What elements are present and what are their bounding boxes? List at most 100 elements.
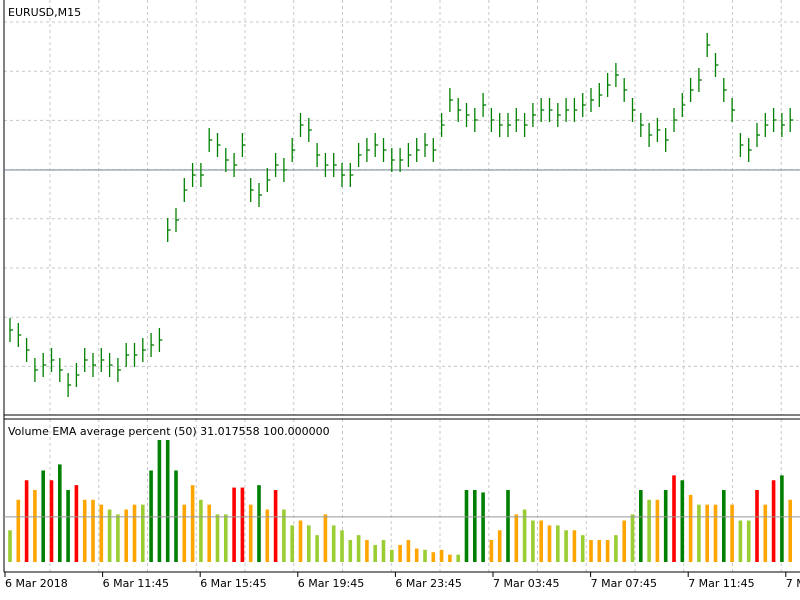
volume-bar xyxy=(431,552,436,562)
volume-bar xyxy=(398,544,402,562)
volume-bar xyxy=(780,475,784,562)
volume-bar xyxy=(348,540,353,562)
volume-bar xyxy=(282,509,286,562)
volume-bar xyxy=(630,514,635,562)
volume-bar xyxy=(340,530,344,562)
volume-bar xyxy=(580,535,585,562)
volume-bar xyxy=(639,490,643,562)
volume-bar xyxy=(730,504,734,562)
volume-bar xyxy=(66,490,70,562)
x-tick-label: 6 Mar 11:45 xyxy=(103,577,169,590)
volume-bar xyxy=(556,525,560,562)
x-tick-label: 7 Mar 11:45 xyxy=(688,577,754,590)
volume-bar xyxy=(539,520,543,562)
volume-bar xyxy=(497,530,502,562)
volume-bar xyxy=(298,520,303,562)
volume-bar xyxy=(680,480,685,562)
volume-bar xyxy=(124,509,128,562)
x-tick-label: 6 Mar 19:45 xyxy=(298,577,364,590)
x-tick-label: 7 Mar 03:45 xyxy=(493,577,559,590)
volume-bar xyxy=(99,504,104,562)
volume-bar xyxy=(589,540,593,562)
volume-bar xyxy=(771,480,776,562)
volume-bar xyxy=(722,490,726,562)
volume-bar xyxy=(273,490,278,562)
volume-bar xyxy=(572,530,577,562)
volume-bar xyxy=(307,525,311,562)
volume-bar xyxy=(41,470,45,562)
volume-bar xyxy=(323,514,328,562)
volume-bar xyxy=(390,549,394,562)
volume-bar xyxy=(738,520,743,562)
volume-bar xyxy=(547,525,552,562)
volume-bar xyxy=(448,554,452,562)
volume-bar xyxy=(232,487,236,562)
volume-bar xyxy=(688,494,693,562)
volume-bar xyxy=(705,504,709,562)
volume-bar xyxy=(713,504,718,562)
volume-bar xyxy=(240,487,245,562)
volume-bar xyxy=(8,530,12,562)
volume-bar xyxy=(439,549,444,562)
volume-bar xyxy=(215,514,220,562)
volume-bar xyxy=(74,485,79,562)
volume-bar xyxy=(489,540,494,562)
volume-bar xyxy=(763,504,768,562)
volume-bar xyxy=(199,499,203,562)
volume-bar xyxy=(33,490,37,562)
volume-bar xyxy=(331,525,336,562)
volume-bar xyxy=(531,520,535,562)
volume-bar xyxy=(356,535,361,562)
volume-bar xyxy=(414,548,419,562)
volume-bar xyxy=(506,490,510,562)
volume-bar xyxy=(265,509,270,562)
volume-bar xyxy=(58,464,62,562)
x-tick-label: 6 Mar 23:45 xyxy=(395,577,461,590)
volume-bar xyxy=(605,540,610,562)
volume-bar xyxy=(257,485,261,562)
x-tick-label: 7 M xyxy=(786,577,800,590)
volume-bar xyxy=(248,504,253,562)
volume-bar xyxy=(614,535,618,562)
volume-bar xyxy=(373,544,377,562)
volume-bar xyxy=(365,540,369,562)
volume-bar xyxy=(290,525,294,562)
volume-bar xyxy=(24,480,29,562)
volume-bar xyxy=(82,499,87,562)
volume-bar xyxy=(315,535,319,562)
volume-bar xyxy=(464,490,469,562)
x-tick-label: 6 Mar 15:45 xyxy=(200,577,266,590)
volume-bar xyxy=(190,485,195,562)
volume-bar xyxy=(647,499,651,562)
volume-bar xyxy=(597,540,602,562)
volume-bar xyxy=(165,440,170,562)
volume-bar xyxy=(406,540,411,562)
volume-bar xyxy=(16,499,21,562)
volume-bar xyxy=(697,504,701,562)
volume-bar xyxy=(755,490,759,562)
volume-bar xyxy=(746,520,751,562)
volume-bar xyxy=(116,514,120,562)
volume-bar xyxy=(132,504,137,562)
volume-bar xyxy=(564,530,568,562)
x-tick-label: 7 Mar 07:45 xyxy=(591,577,657,590)
volume-bar xyxy=(182,504,187,562)
volume-bar xyxy=(788,499,792,562)
volume-bar xyxy=(174,470,178,562)
volume-bar xyxy=(622,520,626,562)
volume-bar xyxy=(49,480,54,562)
volume-bar xyxy=(423,549,427,562)
volume-bar xyxy=(663,490,668,562)
volume-bar xyxy=(107,509,112,562)
volume-bar xyxy=(224,514,228,562)
volume-bar xyxy=(207,504,211,562)
volume-bar xyxy=(672,475,676,562)
volume-bar xyxy=(456,554,460,562)
indicator-title: Volume EMA average percent (50) 31.01755… xyxy=(8,425,330,438)
volume-bar xyxy=(91,499,95,562)
volume-bar xyxy=(381,540,386,562)
volume-bar xyxy=(149,470,153,562)
